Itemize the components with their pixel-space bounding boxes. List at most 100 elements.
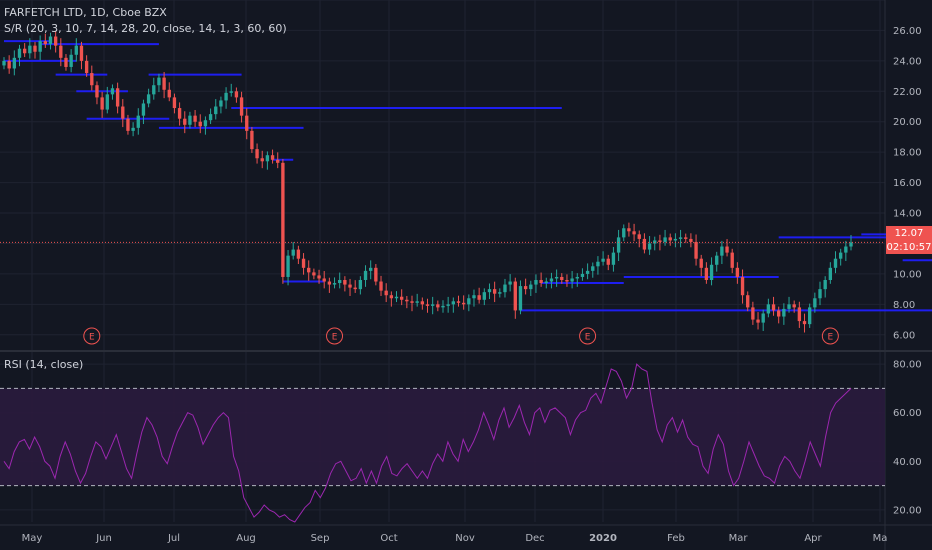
symbol-legend[interactable]: FARFETCH LTD, 1D, Cboe BZX (4, 6, 171, 19)
candle-body (389, 295, 394, 299)
time-tick-label: Aug (236, 533, 256, 544)
earnings-marker-label: E (585, 333, 591, 343)
candle-body (90, 73, 94, 86)
candle-body (492, 289, 497, 294)
candle-body (813, 298, 817, 308)
candle-body (260, 158, 264, 162)
candle-body (529, 284, 533, 290)
candle-body (601, 258, 605, 262)
candle-body (518, 286, 523, 311)
candle-body (152, 85, 156, 95)
candle-body (379, 281, 383, 291)
countdown-badge-value: 02:10:57 (887, 242, 932, 253)
rsi-legend[interactable]: RSI (14, close) (4, 358, 87, 371)
candle-body (276, 159, 280, 163)
candle-body (678, 237, 683, 239)
candle-body (756, 319, 760, 323)
candle-body (787, 304, 791, 309)
candle-body (208, 114, 213, 121)
candle-body (250, 130, 254, 150)
candle-body (332, 283, 337, 285)
candle-body (177, 108, 182, 119)
price-badge-value: 12.07 (895, 228, 924, 239)
candle-body (43, 41, 47, 45)
candle-body (534, 280, 538, 285)
candle-body (611, 252, 616, 265)
earnings-marker-circle (326, 327, 344, 345)
candle-body (322, 278, 326, 282)
candle-body (554, 276, 559, 279)
candle-body (146, 94, 151, 104)
candle-body (394, 296, 399, 299)
earnings-marker-circle (579, 327, 597, 345)
indicator-legend[interactable]: S/R (20, 3, 10, 7, 14, 28, 20, close, 14… (4, 22, 291, 35)
candle-body (214, 106, 218, 115)
candle-body (647, 243, 652, 250)
candle-body (735, 267, 740, 277)
candle-body (508, 281, 512, 285)
candle-body (684, 237, 688, 239)
support-resistance-lines (4, 40, 932, 312)
candle-body (64, 57, 68, 67)
candle-body (234, 91, 239, 98)
candle-body (198, 121, 202, 127)
candle-body (17, 48, 22, 58)
candle-body (606, 258, 610, 265)
candle-body (183, 118, 187, 125)
earnings-marker-label: E (89, 333, 95, 343)
candle-body (849, 242, 853, 247)
candle-body (405, 299, 409, 302)
candle-body (343, 280, 347, 285)
candle-body (730, 252, 734, 268)
price-tick-label: 26.00 (893, 26, 922, 37)
candle-body (477, 295, 481, 300)
candle-body (425, 304, 430, 306)
candle-body (513, 281, 517, 311)
candle-body (363, 270, 368, 280)
rsi-title[interactable]: RSI (14, close) (4, 358, 84, 371)
candle-body (503, 284, 507, 293)
candle-body (203, 120, 208, 127)
candle-body (663, 237, 667, 242)
candle-body (668, 237, 672, 241)
candle-body (255, 149, 259, 159)
rsi-axis[interactable]: 20.00 40.00 60.00 80.00 (893, 360, 922, 517)
candle-body (642, 238, 647, 250)
candle-body (115, 88, 120, 107)
candle-body (828, 267, 833, 280)
candle-body (110, 88, 115, 95)
candle-body (720, 246, 724, 256)
candle-body (22, 48, 27, 54)
candle-body (430, 304, 435, 306)
candle-body (2, 60, 6, 66)
rsi-tick-label: 40.00 (893, 457, 922, 468)
candle-body (771, 304, 776, 311)
price-tick-label: 22.00 (893, 87, 922, 98)
candle-body (446, 304, 450, 306)
time-tick-label: Ma (873, 533, 888, 544)
rsi-tick-label: 80.00 (893, 360, 922, 371)
symbol-title[interactable]: FARFETCH LTD, 1D, Cboe BZX (4, 6, 167, 19)
price-tick-label: 24.00 (893, 56, 922, 67)
price-axis[interactable]: 6.008.0010.0012.0014.0016.0018.0020.0022… (893, 26, 922, 341)
candle-body (637, 234, 641, 239)
candle-body (761, 313, 765, 323)
candle-body (33, 45, 37, 52)
candle-body (317, 275, 321, 279)
candle-body (585, 270, 590, 274)
candle-body (472, 295, 476, 299)
price-tick-label: 8.00 (893, 300, 915, 311)
time-tick-label: May (22, 533, 43, 544)
candle-body (704, 267, 709, 280)
rsi-band (0, 387, 885, 487)
candle-body (121, 106, 125, 119)
time-axis[interactable]: May Jun Jul Aug Sep Oct Nov Dec 2020 Feb Mar Apr Ma (22, 533, 888, 544)
candle-body (565, 280, 569, 282)
candle-body (833, 258, 838, 268)
candle-body (157, 77, 161, 86)
earnings-marker-label: E (827, 333, 833, 343)
candle-body (126, 118, 130, 131)
indicator-title[interactable]: S/R (20, 3, 10, 7, 14, 28, 20, close, 14… (4, 22, 287, 35)
